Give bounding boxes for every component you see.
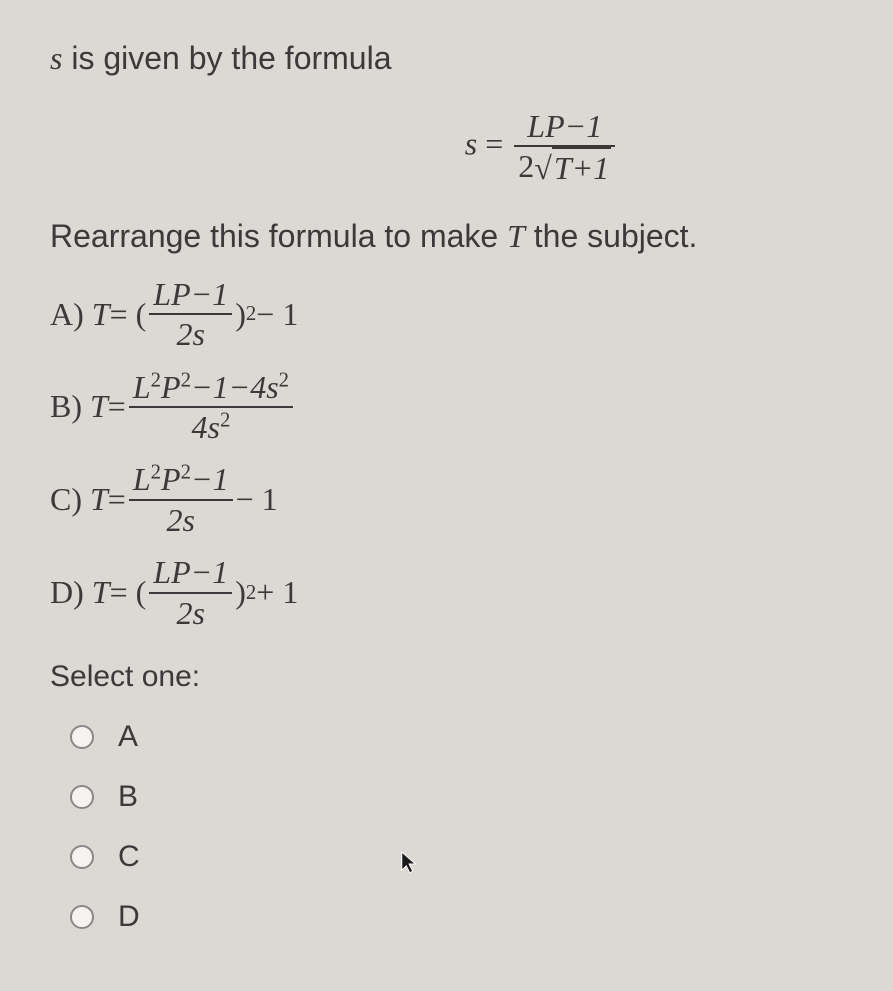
rearrange-text: Rearrange this formula to make T the sub… xyxy=(50,218,853,255)
opt-d-den: 2s xyxy=(177,595,205,631)
eq-lhs: s xyxy=(465,126,477,162)
eq-den-coeff: 2 xyxy=(518,148,534,184)
rearrange-var: T xyxy=(507,218,525,254)
intro-rest: is given by the formula xyxy=(62,40,391,76)
sqrt-icon: √ xyxy=(534,149,552,189)
radio-group: A B C D xyxy=(50,720,853,934)
choice-c-row[interactable]: C xyxy=(70,840,853,874)
opt-c-numtail: −1 xyxy=(191,461,229,497)
option-d-label: D) xyxy=(50,574,84,611)
opt-b-den-coeff: 4s xyxy=(192,409,220,445)
opt-a-tail: − 1 xyxy=(256,296,298,333)
opt-a-num: LP−1 xyxy=(153,276,228,312)
opt-d-close: ) xyxy=(235,574,246,611)
opt-a-eq: = ( xyxy=(110,296,147,333)
option-d: D) T = ( LP−1 2s )2 + 1 xyxy=(50,553,853,632)
eq-sqrt-body: T+1 xyxy=(554,150,609,186)
opt-b-eq: = xyxy=(108,388,126,425)
opt-b-T: T xyxy=(90,388,108,425)
opt-c-eq: = xyxy=(108,481,126,518)
opt-b-numtail: −1−4s xyxy=(191,369,279,405)
opt-a-close: ) xyxy=(235,296,246,333)
option-c-label: C) xyxy=(50,481,82,518)
opt-b-den-exp: 2 xyxy=(220,408,230,431)
radio-a[interactable] xyxy=(70,725,94,749)
rearrange-after: the subject. xyxy=(525,218,698,254)
choice-a-row[interactable]: A xyxy=(70,720,853,754)
radio-d-label: D xyxy=(118,900,140,934)
opt-d-eq: = ( xyxy=(110,574,147,611)
opt-b-frac: L2P2−1−4s2 4s2 xyxy=(129,368,293,447)
sqrt: √T+1 xyxy=(534,147,611,187)
opt-d-tail: + 1 xyxy=(256,574,298,611)
main-equation: s = LP−1 2√T+1 xyxy=(230,107,853,188)
radio-c-label: C xyxy=(118,840,140,874)
choice-d-row[interactable]: D xyxy=(70,900,853,934)
eq-equals: = xyxy=(477,126,511,162)
opt-c-frac: L2P2−1 2s xyxy=(129,460,233,539)
opt-d-T: T xyxy=(92,574,110,611)
opt-b-e1: 2 xyxy=(151,368,161,391)
eq-fraction: LP−1 2√T+1 xyxy=(514,107,615,188)
intro-text: s is given by the formula xyxy=(50,40,853,77)
opt-c-den: 2s xyxy=(166,502,194,538)
opt-c-P: P xyxy=(161,461,181,497)
radio-d[interactable] xyxy=(70,905,94,929)
opt-c-T: T xyxy=(90,481,108,518)
answer-options: A) T = ( LP−1 2s )2 − 1 B) T = L2P2−1−4s… xyxy=(50,275,853,632)
option-b-label: B) xyxy=(50,388,82,425)
select-one-label: Select one: xyxy=(50,660,853,694)
opt-a-T: T xyxy=(92,296,110,333)
radio-c[interactable] xyxy=(70,845,94,869)
opt-c-e2: 2 xyxy=(181,461,191,484)
opt-a-frac: LP−1 2s xyxy=(149,275,232,354)
radio-b-label: B xyxy=(118,780,138,814)
opt-d-frac: LP−1 2s xyxy=(149,553,232,632)
choice-b-row[interactable]: B xyxy=(70,780,853,814)
question-page: s is given by the formula s = LP−1 2√T+1… xyxy=(0,0,893,980)
opt-a-den: 2s xyxy=(177,316,205,352)
opt-c-tail: − 1 xyxy=(236,481,278,518)
option-c: C) T = L2P2−1 2s − 1 xyxy=(50,460,853,539)
eq-num: LP−1 xyxy=(527,108,602,144)
rearrange-before: Rearrange this formula to make xyxy=(50,218,507,254)
radio-a-label: A xyxy=(118,720,138,754)
option-a: A) T = ( LP−1 2s )2 − 1 xyxy=(50,275,853,354)
opt-b-P: P xyxy=(161,369,181,405)
option-a-label: A) xyxy=(50,296,84,333)
opt-c-L: L xyxy=(133,461,151,497)
radio-b[interactable] xyxy=(70,785,94,809)
intro-var-s: s xyxy=(50,40,62,76)
option-b: B) T = L2P2−1−4s2 4s2 xyxy=(50,368,853,447)
opt-c-e1: 2 xyxy=(151,461,161,484)
opt-d-num: LP−1 xyxy=(153,554,228,590)
opt-b-e3: 2 xyxy=(279,368,289,391)
opt-b-e2: 2 xyxy=(181,368,191,391)
opt-b-L: L xyxy=(133,369,151,405)
